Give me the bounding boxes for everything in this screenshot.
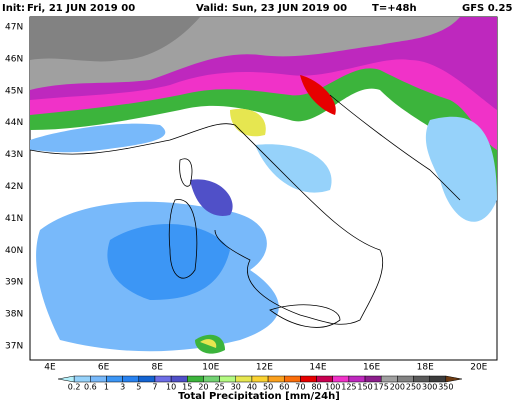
lat-label: 46N	[5, 54, 23, 64]
colorbar-label: 175	[374, 383, 389, 392]
lon-label: 4E	[44, 363, 56, 373]
colorbar-cell	[138, 375, 156, 383]
colorbar-cell	[316, 375, 333, 383]
colorbar-label: 60	[279, 383, 289, 392]
colorbar-cell	[364, 375, 382, 383]
lon-label: 16E	[363, 363, 380, 373]
colorbar-label: 0.6	[84, 383, 97, 392]
colorbar-cell	[90, 375, 107, 383]
lat-label: 47N	[5, 23, 23, 33]
colorbar-cell	[300, 375, 317, 383]
header-step: T=+48h	[372, 3, 417, 14]
lat-label: 39N	[5, 278, 23, 288]
colorbar-cell	[203, 375, 220, 383]
lon-label: 12E	[256, 363, 273, 373]
colorbar-cell	[154, 375, 172, 383]
colorbar-cell	[251, 375, 269, 383]
header-valid: Sun, 23 JUN 2019 00	[232, 3, 347, 14]
lat-label: 38N	[5, 310, 23, 320]
lon-label: 10E	[202, 363, 219, 373]
lon-label: 8E	[151, 363, 163, 373]
lon-label: 6E	[98, 363, 110, 373]
colorbar-title: Total Precipitation [mm/24h]	[178, 391, 340, 400]
colorbar-label: 20	[198, 383, 208, 392]
colorbar-label: 50	[263, 383, 273, 392]
colorbar-label: 3	[120, 383, 125, 392]
colorbar-label: 40	[247, 383, 257, 392]
colorbar-label: 150	[357, 383, 372, 392]
colorbar-cell	[413, 375, 430, 383]
colorbar-label: 350	[438, 383, 453, 392]
colorbar-cell	[219, 375, 237, 383]
colorbar-cell	[106, 375, 123, 383]
colorbar-label: 25	[215, 383, 225, 392]
lon-label: 20E	[470, 363, 487, 373]
colorbar-cell	[348, 375, 366, 383]
colorbar-label: 125	[341, 383, 356, 392]
colorbar-cell	[429, 375, 447, 383]
colorbar-label: 250	[406, 383, 421, 392]
lon-label: 14E	[309, 363, 326, 373]
colorbar-label: 300	[422, 383, 437, 392]
colorbar-label: 70	[295, 383, 305, 392]
colorbar-label: 5	[136, 383, 141, 392]
colorbar-label: 15	[182, 383, 192, 392]
colorbar-cell	[122, 375, 140, 383]
colorbar-cell	[170, 375, 188, 383]
colorbar-cell	[57, 375, 75, 383]
colorbar-label: 30	[231, 383, 241, 392]
header-init: Fri, 21 JUN 2019 00	[27, 3, 135, 14]
colorbar-cell	[397, 375, 414, 383]
colorbar-label: 200	[390, 383, 405, 392]
colorbar-cell	[267, 375, 285, 383]
colorbar-label: 100	[325, 383, 340, 392]
lat-label: 42N	[5, 182, 23, 192]
colorbar-cell	[332, 375, 350, 383]
colorbar-label: 10	[166, 383, 176, 392]
colorbar-cell	[380, 375, 398, 383]
lon-label: 18E	[417, 363, 434, 373]
colorbar-cell	[187, 375, 204, 383]
colorbar-label: 80	[311, 383, 321, 392]
lat-label: 43N	[5, 150, 23, 160]
colorbar-label: 7	[152, 383, 157, 392]
lat-label: 45N	[5, 86, 23, 96]
colorbar-label: 1	[104, 383, 109, 392]
lat-label: 37N	[5, 342, 23, 352]
coastlines	[29, 94, 461, 328]
colorbar-label: 0.2	[68, 383, 81, 392]
header-model: GFS 0.25	[462, 3, 512, 14]
lat-label: 44N	[5, 118, 23, 128]
colorbar-cell	[73, 375, 91, 383]
lat-label: 41N	[5, 214, 23, 224]
header-valid-label: Valid:	[196, 3, 228, 14]
lat-label: 40N	[5, 246, 23, 256]
precip-field	[30, 17, 497, 354]
header-init-label: Init:	[2, 3, 25, 14]
colorbar-cell	[283, 375, 301, 383]
colorbar-cell	[445, 375, 463, 383]
colorbar-cell	[235, 375, 253, 383]
